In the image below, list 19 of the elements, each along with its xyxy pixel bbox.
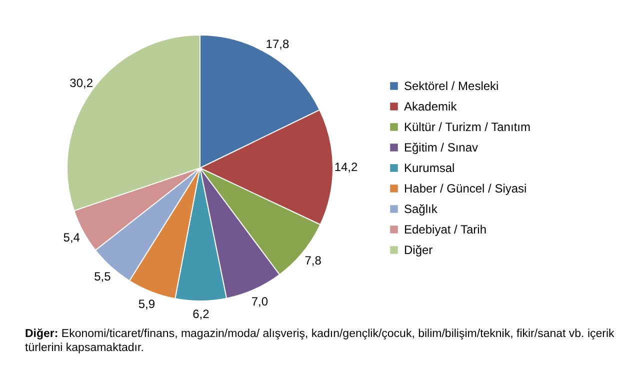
data-label: 7,0 — [251, 294, 268, 308]
data-label: 30,2 — [70, 76, 94, 90]
legend-label: Haber / Güncel / Siyasi — [404, 182, 527, 196]
data-label: 7,8 — [304, 253, 322, 268]
legend-label: Kurumsal — [404, 161, 455, 175]
legend-label: Sektörel / Mesleki — [404, 79, 499, 93]
legend-label: Edebiyat / Tarih — [404, 222, 486, 236]
data-label: 5,5 — [94, 270, 112, 284]
text: Diğer: Ekonomi/ticaret/finans, magazin/moda/ alışveriş, kadın/gençlik/çocuk, bilim/bilişim/teknik, fikir/sanat vb. içerik türlerini kapsamaktadır. — [25, 327, 616, 355]
legend-label: Eğitim / Sınav — [404, 140, 478, 154]
legend-label: Diğer — [404, 243, 433, 257]
data-label: 6,2 — [192, 306, 210, 321]
data-label: 5,4 — [63, 230, 80, 245]
legend-label: Kültür / Turizm / Tanıtım — [404, 120, 530, 134]
data-label: 14,2 — [334, 160, 358, 174]
legend-label: Sağlık — [404, 202, 438, 216]
data-label: 17,8 — [266, 37, 290, 52]
legend-label: Akademik — [404, 100, 458, 114]
data-label: 5,9 — [138, 296, 156, 311]
